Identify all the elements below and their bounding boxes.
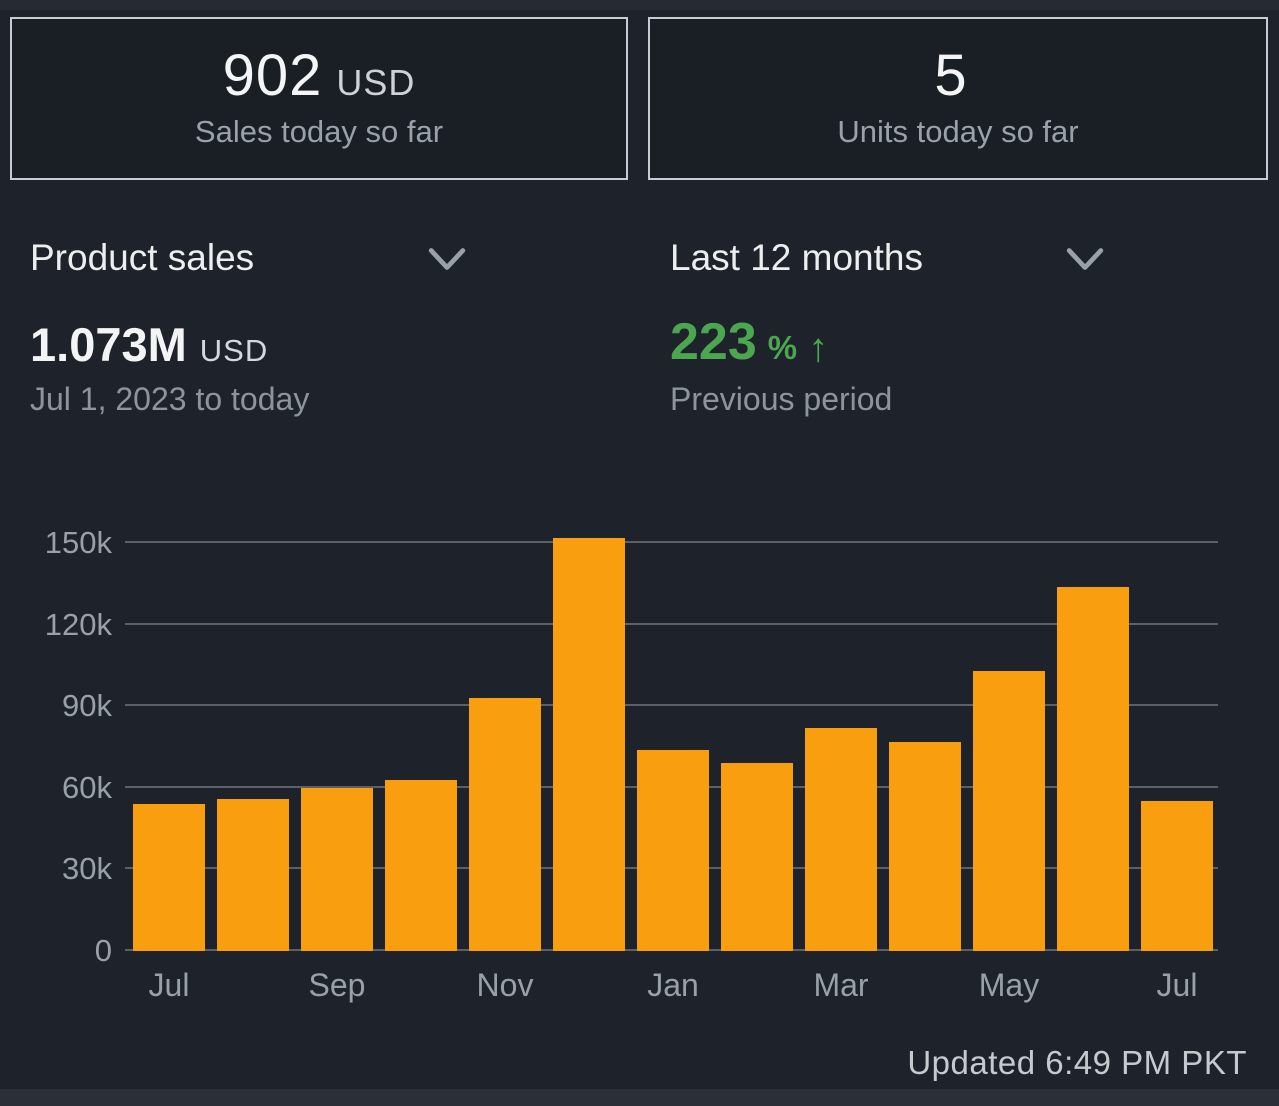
y-axis-label-30k: 30k [62,851,112,887]
last-updated-text: Updated 6:49 PM PKT [907,1044,1247,1081]
chart-bar-jul-12[interactable] [1141,801,1213,951]
metric-total-row: 1.073M USD [30,321,268,368]
chart-bar-may-10[interactable] [973,670,1045,951]
x-axis-label-mar-4: Mar [813,967,869,1003]
chart-bar-jun-11[interactable] [1057,586,1129,951]
range-selector[interactable]: Last 12 months [670,237,923,278]
gridline-90k [125,704,1218,707]
chart-bar-sep-2[interactable] [301,787,373,951]
x-axis-label-jan-3: Jan [647,967,699,1003]
units-today-value: 5 [934,42,968,108]
chart-bar-jan-6[interactable] [637,749,709,951]
y-axis-label-0: 0 [94,933,112,968]
sales-today-value: 902 [222,42,323,108]
units-today-label: Units today so far [837,113,1079,149]
chart-bar-nov-4[interactable] [469,698,541,951]
x-axis-label-nov-2: Nov [476,967,534,1003]
metric-date-range: Jul 1, 2023 to today [30,381,310,417]
arrow-up-icon: ↑ [808,326,829,370]
chart-bar-jul-0[interactable] [133,804,205,951]
chart-bar-oct-3[interactable] [385,779,457,951]
percent-sign: % [767,329,798,366]
chart-bar-aug-1[interactable] [217,798,289,951]
top-divider [0,0,1279,10]
metric-selector[interactable]: Product sales [30,237,255,278]
chevron-down-icon[interactable] [1066,246,1104,272]
sales-today-label: Sales today so far [194,113,444,149]
gridline-120k [125,622,1218,625]
x-axis-label-may-5: May [978,967,1040,1003]
sales-today-unit: USD [336,61,416,103]
units-today-value-row: 5 [934,42,981,108]
x-axis-label-sep-1: Sep [308,967,366,1003]
bar-chart-plot [125,470,1218,951]
chart-bar-mar-8[interactable] [805,728,877,951]
sales-today-card[interactable]: 902 USD Sales today so far [10,17,628,180]
gridline-150k [125,541,1218,543]
sales-today-value-row: 902 USD [222,42,416,108]
x-axis-label-jul-6: Jul [1156,967,1198,1003]
comparison-row: 223 % ↑ [670,316,828,368]
chart-bar-apr-9[interactable] [889,741,961,951]
bottom-divider [0,1089,1279,1106]
metric-total-value: 1.073M [30,318,187,371]
y-axis-label-60k: 60k [62,769,112,805]
x-axis-label-jul-0: Jul [148,967,190,1003]
chart-bar-feb-7[interactable] [721,763,793,951]
y-axis-label-120k: 120k [44,606,112,642]
y-axis-label-150k: 150k [44,525,112,560]
metric-total-unit: USD [199,333,269,368]
y-axis-label-90k: 90k [62,688,112,724]
comparison-subtitle: Previous period [670,381,893,417]
chart-bar-dec-5[interactable] [553,537,625,951]
comparison-value: 223 [670,313,757,371]
chevron-down-icon[interactable] [428,246,466,272]
units-today-card[interactable]: 5 Units today so far [648,17,1268,180]
